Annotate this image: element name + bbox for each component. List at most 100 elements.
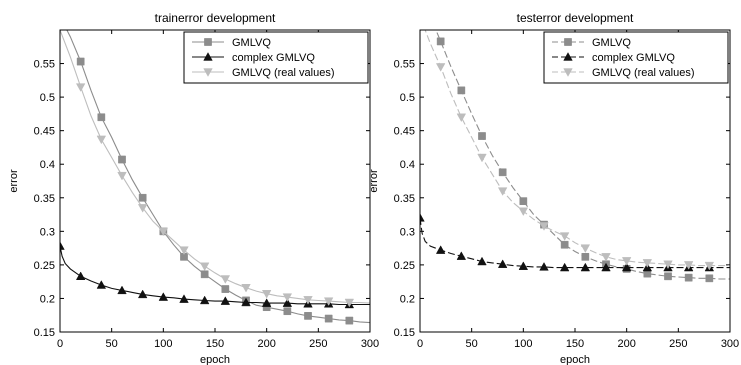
y-tick-label: 0.3 [400, 226, 415, 238]
legend-item: GMLVQ [552, 37, 631, 49]
data-point [261, 298, 272, 307]
data-point [199, 262, 210, 272]
data-point [436, 37, 445, 46]
y-tick-label: 0.45 [394, 126, 415, 138]
data-point [117, 285, 127, 295]
data-point [138, 193, 147, 202]
data-point [75, 83, 86, 92]
data-point [97, 113, 106, 122]
legend-marker [203, 52, 213, 61]
data-point [96, 135, 107, 145]
y-tick-label: 0.35 [394, 193, 415, 205]
data-point [435, 63, 446, 72]
data-point [75, 271, 86, 281]
x-tick-label: 50 [466, 338, 478, 350]
data-point [241, 284, 251, 293]
data-point [684, 273, 693, 282]
data-point [179, 246, 189, 255]
data-point [96, 280, 107, 289]
y-tick-label: 0.55 [34, 59, 55, 71]
y-tick-label: 0.15 [394, 327, 415, 339]
data-point [303, 296, 313, 305]
data-point [456, 113, 467, 123]
plot-frame [59, 29, 371, 333]
data-point [559, 262, 570, 272]
y-tick-label: 0.25 [34, 260, 55, 272]
x-tick-label: 0 [417, 338, 423, 350]
data-point [60, 241, 65, 250]
series-line [60, 30, 370, 304]
x-tick-label: 0 [57, 338, 63, 350]
y-tick-label: 0.45 [34, 126, 55, 138]
data-point [478, 132, 486, 140]
data-point [76, 57, 85, 66]
axis-ticks: 0 50 100 150 200 250 300 0.15 0.2 0.25 0.3 0.35 0.4 0… [394, 30, 739, 350]
data-point [261, 290, 272, 299]
x-tick-label: 50 [106, 338, 118, 350]
data-point [601, 253, 611, 262]
legend-item: GMLVQ [192, 37, 271, 49]
series-line [66, 30, 370, 324]
data-point [158, 292, 169, 301]
data-point [200, 270, 209, 279]
axis-ticks: 0 50 100 150 200 250 300 0.15 0.2 0.25 0.3 0.35 0.4 0… [34, 30, 379, 350]
data-point [304, 312, 312, 320]
data-point [344, 298, 355, 308]
data-point [664, 272, 672, 281]
series-gmlvq [66, 30, 370, 325]
x-tick-label: 200 [257, 338, 275, 350]
series-layer [60, 30, 370, 325]
data-point [642, 259, 653, 268]
data-point [241, 297, 251, 307]
legend-marker [563, 52, 573, 61]
data-point [282, 293, 293, 302]
legend-marker [204, 38, 212, 46]
data-point [663, 260, 673, 270]
y-tick-label: 0.4 [40, 159, 55, 171]
x-tick-label: 100 [514, 338, 532, 350]
data-point [519, 197, 528, 205]
y-tick-label: 0.2 [400, 293, 415, 305]
x-tick-label: 200 [617, 338, 635, 350]
data-point [518, 261, 529, 270]
data-point [118, 155, 126, 164]
legend-marker [203, 68, 213, 77]
data-point [621, 262, 632, 272]
series-complex-gmlvq [420, 213, 730, 272]
legend-label: complex GMLVQ [592, 52, 675, 64]
legend-item: GMLVQ (real values) [552, 67, 695, 79]
x-tick-label: 250 [309, 338, 327, 350]
data-point [683, 261, 694, 270]
data-point [220, 296, 231, 305]
data-point [435, 245, 446, 254]
legend-item: GMLVQ (real values) [192, 67, 335, 79]
legend: GMLVQ complex GMLVQ GMLVQ (real values) [543, 31, 729, 84]
trainerror-chart: trainerror development error epoch 0 50 10… [8, 11, 379, 365]
y-tick-label: 0.5 [40, 92, 55, 104]
data-point [324, 314, 333, 323]
legend-label: GMLVQ (real values) [592, 67, 695, 79]
x-tick-label: 300 [721, 338, 739, 350]
series-layer [420, 30, 730, 283]
chart-title: testerror development [517, 11, 634, 25]
y-axis-label: error [368, 169, 380, 193]
data-point [283, 307, 292, 316]
data-point [345, 316, 354, 325]
data-point [179, 294, 189, 303]
data-point [137, 289, 148, 299]
y-tick-label: 0.4 [400, 159, 415, 171]
y-axis-label: error [8, 169, 20, 193]
series-line [435, 30, 730, 280]
data-point [323, 297, 334, 306]
legend: GMLVQ complex GMLVQ GMLVQ (real values) [183, 31, 369, 84]
data-point [518, 207, 529, 217]
data-point [180, 252, 188, 261]
series-complex-gmlvq [60, 241, 370, 309]
data-point [117, 171, 127, 181]
data-point [581, 252, 590, 261]
y-tick-label: 0.55 [394, 59, 415, 71]
y-tick-label: 0.2 [40, 293, 55, 305]
data-point [420, 213, 425, 222]
data-point [601, 262, 611, 272]
legend-label: GMLVQ (real values) [232, 67, 335, 79]
